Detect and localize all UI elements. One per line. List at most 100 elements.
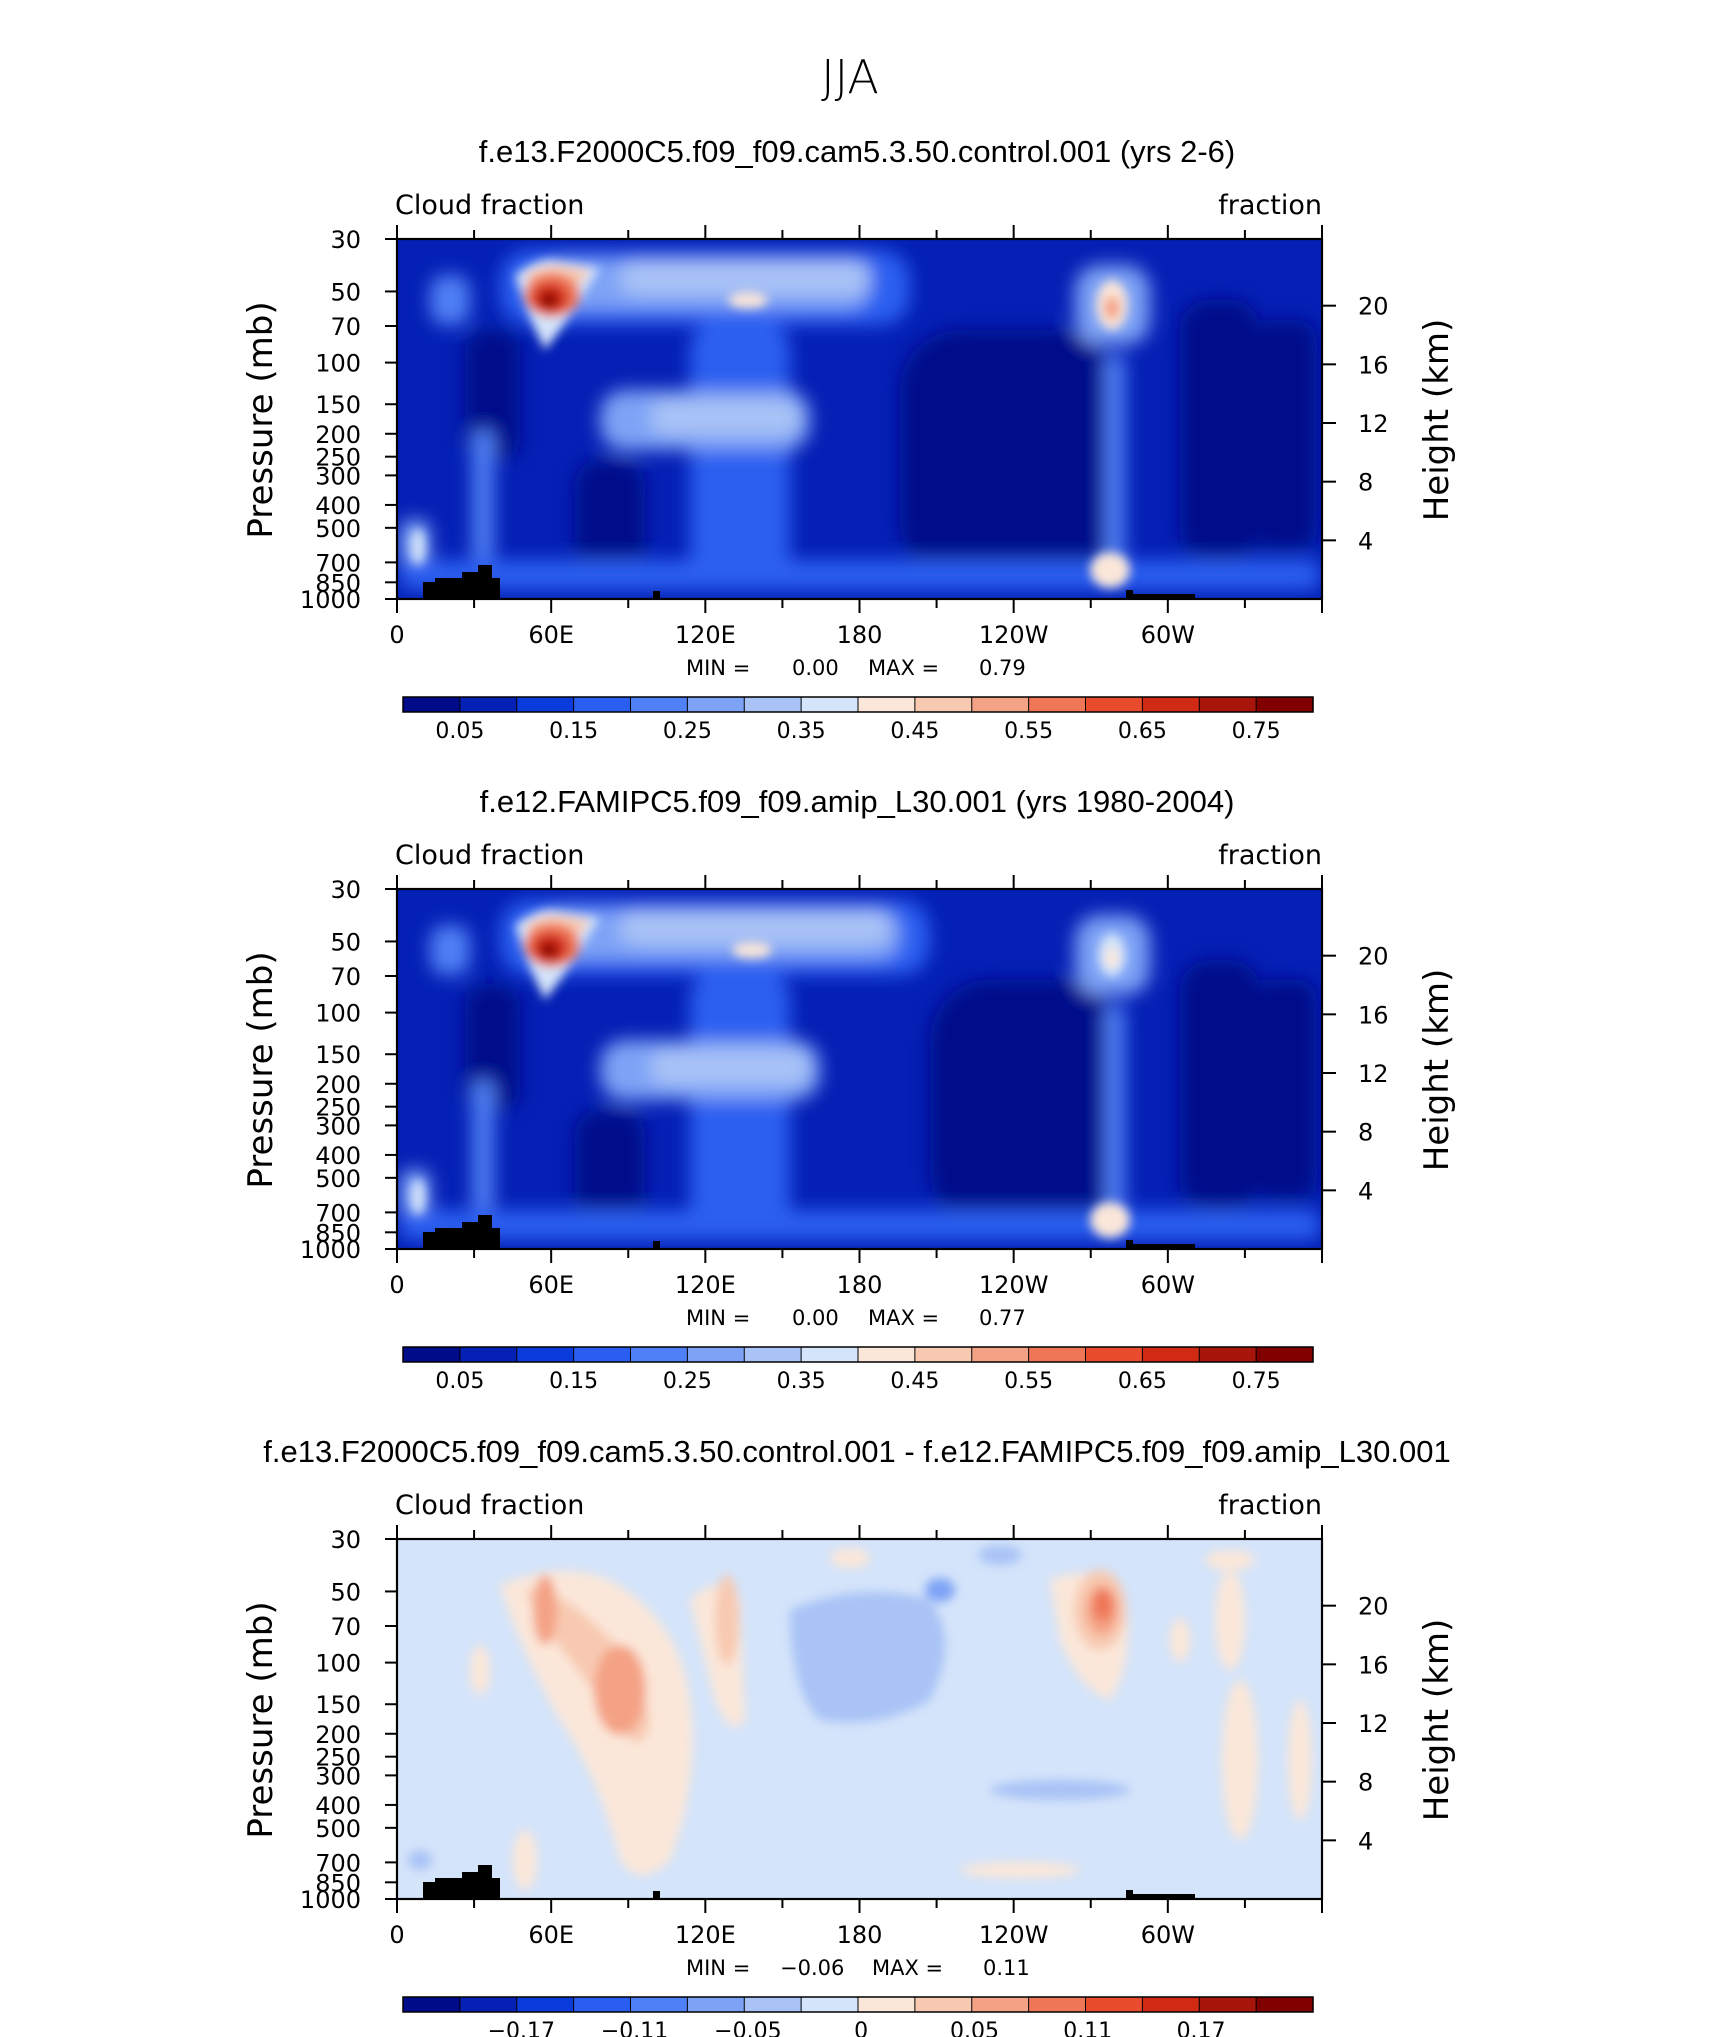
- colorbar-swatch: [516, 1347, 575, 1362]
- y2-tick-label: 4: [1358, 527, 1373, 555]
- colorbar-swatch: [971, 1997, 1030, 2012]
- colorbar-swatch: [1028, 1997, 1087, 2012]
- max-label: MAX =: [872, 1956, 943, 1980]
- max-value: 0.11: [983, 1956, 1030, 1980]
- stats-readout: MIN = −0.06 MAX = 0.11: [686, 1956, 1030, 1980]
- colorbar-swatch: [1256, 697, 1314, 712]
- y2-axis: 4 8 12 16 20: [1322, 293, 1389, 555]
- y2-tick-label: 8: [1358, 469, 1373, 497]
- colorbar-swatch: [630, 1347, 688, 1362]
- y-tick-label: 70: [330, 1613, 361, 1641]
- colorbar-label: 0.15: [549, 719, 598, 744]
- colorbar-label: 0.35: [777, 1369, 826, 1394]
- x-tick-label: 180: [837, 1921, 883, 1949]
- x-tick-label: 60E: [528, 621, 574, 649]
- y-tick-label: 500: [315, 1165, 361, 1193]
- colorbar-swatch: [858, 1347, 916, 1362]
- y-tick-label: 500: [315, 1815, 361, 1843]
- colorbar-label: 0.65: [1118, 719, 1167, 744]
- stats-readout: MIN = 0.00 MAX = 0.79: [686, 656, 1026, 680]
- y-tick-label: 850: [315, 569, 361, 597]
- units-label: fraction: [1218, 1490, 1322, 1521]
- y2-tick-label: 20: [1358, 293, 1389, 321]
- y-tick-label: 300: [315, 462, 361, 490]
- colorbar-swatch: [801, 1997, 859, 2012]
- contour-field: [397, 889, 1322, 1249]
- y2-tick-label: 4: [1358, 1827, 1373, 1855]
- y-tick-label: 30: [330, 876, 361, 904]
- y-tick-label: 850: [315, 1869, 361, 1897]
- panel-difference: f.e13.F2000C5.f09_f09.cam5.3.50.control.…: [241, 1434, 1457, 2037]
- x-tick-label: 120W: [979, 1271, 1049, 1299]
- colorbar: 0.05 0.15 0.25 0.35 0.45 0.55 0.65 0.75: [402, 696, 1314, 744]
- x-axis: 0 60E 120E 180 120W 60W: [389, 225, 1323, 649]
- panel-title: f.e12.FAMIPC5.f09_f09.amip_L30.001 (yrs …: [480, 784, 1235, 819]
- x-tick-label: 120W: [979, 1921, 1049, 1949]
- colorbar-swatch: [1142, 1347, 1200, 1362]
- y2-tick-label: 12: [1358, 410, 1389, 438]
- units-label: fraction: [1218, 840, 1322, 871]
- colorbar-swatch: [971, 697, 1030, 712]
- panel-amip: f.e12.FAMIPC5.f09_f09.amip_L30.001 (yrs …: [241, 784, 1457, 1394]
- colorbar-swatch: [630, 1997, 688, 2012]
- colorbar-label: 0.75: [1232, 1369, 1281, 1394]
- x-tick-label: 120E: [675, 1271, 736, 1299]
- y-tick-label: 500: [315, 515, 361, 543]
- variable-label: Cloud fraction: [395, 1490, 584, 1521]
- colorbar-swatch: [403, 1347, 461, 1362]
- colorbar-label: 0.35: [777, 719, 826, 744]
- colorbar-swatch: [744, 1347, 802, 1362]
- colorbar-swatch: [1142, 1997, 1200, 2012]
- colorbar-label: 0.15: [549, 1369, 598, 1394]
- colorbar: −0.17 −0.11 −0.05 0 0.05 0.11 0.17: [402, 1996, 1314, 2037]
- colorbar-label: 0.45: [890, 719, 939, 744]
- colorbar-swatch: [687, 1347, 745, 1362]
- colorbar-swatch: [516, 697, 575, 712]
- colorbar-swatch: [403, 1997, 461, 2012]
- colorbar-swatch: [1256, 1347, 1314, 1362]
- y-tick-label: 300: [315, 1112, 361, 1140]
- min-label: MIN =: [686, 656, 750, 680]
- max-label: MAX =: [868, 656, 939, 680]
- min-value: 0.00: [792, 656, 839, 680]
- y2-tick-label: 8: [1358, 1769, 1373, 1797]
- x-tick-label: 60W: [1141, 621, 1195, 649]
- colorbar-swatch: [1085, 1997, 1143, 2012]
- colorbar-label: 0.11: [1063, 2019, 1112, 2037]
- colorbar-label: −0.11: [601, 2019, 668, 2037]
- y-tick-label: 250: [315, 1094, 361, 1122]
- y2-axis-label: Height (km): [1417, 1619, 1457, 1822]
- y-tick-label: 200: [315, 1721, 361, 1749]
- y2-tick-label: 12: [1358, 1060, 1389, 1088]
- colorbar-swatch: [914, 1347, 973, 1362]
- colorbar-swatch: [630, 697, 688, 712]
- y-tick-label: 1000: [300, 1236, 361, 1264]
- y2-tick-label: 16: [1358, 351, 1389, 379]
- y-tick-label: 50: [330, 1578, 361, 1606]
- colorbar-label: 0.05: [435, 719, 484, 744]
- contour-field: [397, 1539, 1322, 1899]
- y-axis-label: Pressure (mb): [241, 1601, 281, 1838]
- y-tick-label: 400: [315, 1792, 361, 1820]
- x-tick-label: 180: [837, 1271, 883, 1299]
- y2-axis-label: Height (km): [1417, 969, 1457, 1172]
- colorbar-swatch: [858, 1997, 916, 2012]
- colorbar-swatch: [1199, 697, 1257, 712]
- y2-axis-label: Height (km): [1417, 319, 1457, 522]
- y-tick-label: 100: [315, 350, 361, 378]
- y-tick-label: 700: [315, 1199, 361, 1227]
- colorbar-swatch: [573, 1347, 632, 1362]
- colorbar-label: −0.05: [714, 2019, 781, 2037]
- y-tick-label: 1000: [300, 586, 361, 614]
- y2-axis: 4 8 12 16 20: [1322, 1593, 1389, 1855]
- colorbar-label: −0.17: [488, 2019, 555, 2037]
- y-tick-label: 70: [330, 313, 361, 341]
- y-tick-label: 30: [330, 1526, 361, 1554]
- x-tick-label: 120E: [675, 1921, 736, 1949]
- colorbar-swatch: [1085, 697, 1143, 712]
- x-tick-label: 60W: [1141, 1921, 1195, 1949]
- y-tick-label: 400: [315, 492, 361, 520]
